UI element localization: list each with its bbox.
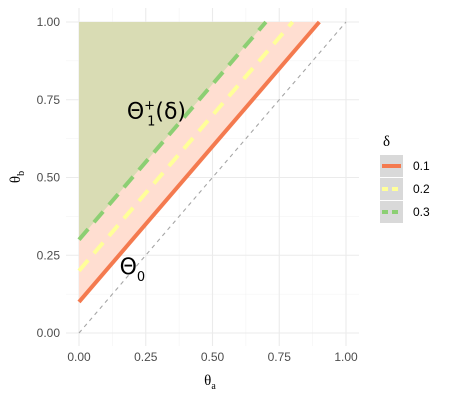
- y-axis-ticks: 0.00 0.25 0.50 0.75 1.00: [37, 15, 61, 340]
- series-line-delta-0.2: [77, 20, 295, 273]
- y-axis-subscript: b: [16, 171, 27, 176]
- region-theta1-sub: 1: [147, 114, 155, 129]
- legend-label-0.1: 0.1: [413, 159, 430, 173]
- region-theta0-sub: 0: [137, 270, 145, 285]
- x-tick-label: 0.75: [268, 350, 292, 364]
- legend-label-0.3: 0.3: [413, 205, 430, 219]
- x-tick-label: 0.00: [67, 350, 91, 364]
- region-theta1-base: Θ: [127, 99, 144, 124]
- region-theta0: Θ0: [120, 255, 146, 285]
- legend-key-bg: [380, 201, 403, 223]
- y-axis-symbol: θ: [8, 176, 24, 183]
- legend: δ 0.1 0.2 0.3: [380, 134, 430, 223]
- y-tick-label: 0.75: [37, 93, 61, 107]
- legend-title: δ: [383, 134, 390, 150]
- y-tick-label: 1.00: [37, 15, 61, 29]
- region-theta1: Θ+ 1(δ): [127, 98, 186, 129]
- legend-label-0.2: 0.2: [413, 182, 430, 196]
- x-axis-ticks: 0.00 0.25 0.50 0.75 1.00: [67, 350, 358, 364]
- x-axis-subscript: a: [211, 381, 216, 392]
- y-axis-title: θb: [8, 171, 27, 183]
- y-tick-label: 0.00: [37, 326, 61, 340]
- legend-key-bg: [380, 178, 403, 200]
- plot-panel: Θ+ 1(δ)Θ0: [66, 8, 359, 346]
- x-axis-symbol: θ: [204, 373, 211, 389]
- series-line-delta-0.3: [77, 20, 268, 242]
- x-tick-label: 1.00: [334, 350, 358, 364]
- x-axis-title: θa: [204, 373, 216, 392]
- region-theta1-sup: +: [144, 98, 155, 113]
- region-theta1-tail: (δ): [155, 99, 186, 124]
- x-tick-label: 0.50: [201, 350, 225, 364]
- y-tick-label: 0.50: [37, 171, 61, 185]
- region-theta0-base: Θ: [120, 255, 137, 280]
- y-tick-label: 0.25: [37, 248, 61, 262]
- x-tick-label: 0.25: [134, 350, 158, 364]
- series-line-delta-0.1: [77, 20, 321, 304]
